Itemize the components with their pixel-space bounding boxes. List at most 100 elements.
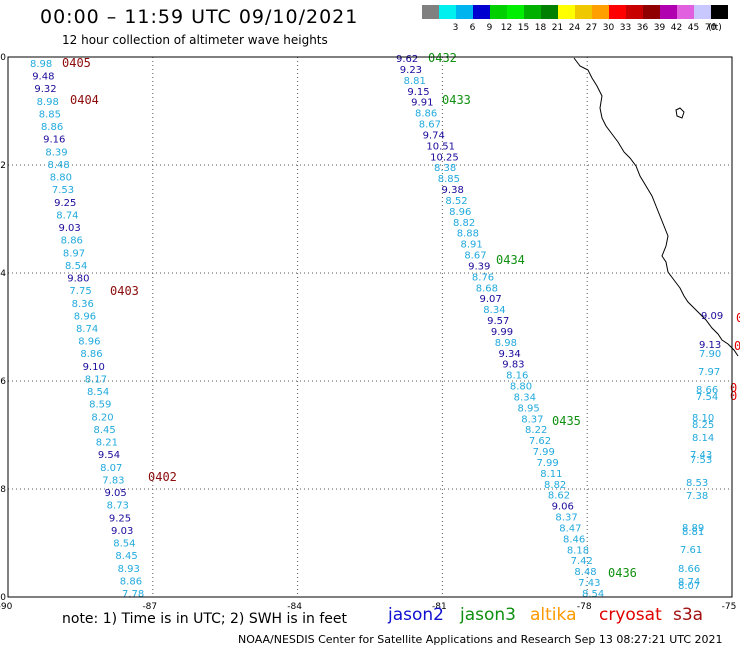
pass-label: 0 xyxy=(730,381,737,395)
track2-value: 9.57 xyxy=(487,316,509,327)
track1-value: 8.21 xyxy=(96,438,118,449)
pass-label: 0 xyxy=(734,339,740,353)
track2-value: 9.62 xyxy=(396,54,418,65)
track2-value: 8.98 xyxy=(495,338,517,349)
track1-value: 8.86 xyxy=(80,349,102,360)
colorbar-swatch xyxy=(626,5,643,19)
colorbar-tick-label: 21 xyxy=(552,23,563,33)
track1-value: 7.53 xyxy=(52,185,74,196)
track2-value: 9.38 xyxy=(442,185,464,196)
track2-value: 8.68 xyxy=(476,283,498,294)
track2-value: 9.34 xyxy=(498,349,520,360)
colorbar-swatch xyxy=(507,5,524,19)
track1-value: 9.80 xyxy=(67,274,89,285)
track1-value: 8.86 xyxy=(61,236,83,247)
track3-value: 8.66 xyxy=(696,385,718,396)
track2-value: 8.67 xyxy=(419,120,441,131)
colorbar-swatch xyxy=(422,5,439,19)
track3-value: 8.10 xyxy=(692,413,714,424)
colorbar-swatch xyxy=(694,5,711,19)
track1-value: 9.25 xyxy=(109,513,131,524)
track1-value: 9.32 xyxy=(34,84,56,95)
track1-value: 8.74 xyxy=(76,324,98,335)
track3-value: 7.54 xyxy=(696,392,718,403)
colorbar-tick-label: 39 xyxy=(654,23,666,33)
track2-value: 9.06 xyxy=(552,502,574,513)
track2-value: 7.99 xyxy=(536,458,558,469)
track1-value: 9.54 xyxy=(98,450,120,461)
units-note: note: 1) Time is in UTC; 2) SWH is in fe… xyxy=(62,611,348,627)
colorbar-tick-label: 27 xyxy=(586,23,597,33)
credit-footer: NOAA/NESDIS Center for Satellite Applica… xyxy=(238,633,723,646)
central-america-coastline xyxy=(573,57,739,357)
track2-value: 8.38 xyxy=(434,163,456,174)
track2-value: 9.39 xyxy=(468,261,490,272)
lon-tick-label: -75 xyxy=(722,602,737,612)
pass-label: 0405 xyxy=(62,56,91,70)
track2-value: 8.16 xyxy=(506,371,528,382)
track1-value: 8.93 xyxy=(118,564,140,575)
track1-value: 8.45 xyxy=(115,551,137,562)
lat-tick-label: 10 xyxy=(0,53,6,63)
colorbar-tick-label: 42 xyxy=(671,23,682,33)
track1-value: 7.78 xyxy=(122,589,144,600)
track2-value: 8.82 xyxy=(453,218,475,229)
track2-value: 9.23 xyxy=(400,65,422,76)
track1-value: 8.96 xyxy=(74,311,96,322)
track2-value: 8.86 xyxy=(415,109,437,120)
track1-value: 9.48 xyxy=(32,72,54,83)
track3-value: 8.66 xyxy=(678,564,700,575)
track2-value: 8.96 xyxy=(449,207,471,218)
track1-value: 9.03 xyxy=(58,223,80,234)
track1-value: 8.45 xyxy=(94,425,116,436)
colorbar-swatch xyxy=(456,5,473,19)
colorbar-tick-label: 12 xyxy=(501,23,512,33)
lat-tick-label: 20 xyxy=(0,593,6,603)
track3-value: 8.89 xyxy=(682,523,704,534)
track3-value: 7.97 xyxy=(698,367,720,378)
lat-lon-grid: -90 -87 -84 -81 -78 -75 10 12 14 16 18 20 xyxy=(0,53,736,612)
colorbar-swatch xyxy=(473,5,490,19)
track2-value: 8.34 xyxy=(514,392,536,403)
pass-label: 0404 xyxy=(70,93,99,107)
colorbar-tick-label: 18 xyxy=(535,23,547,33)
lon-tick-label: -78 xyxy=(577,602,592,612)
track3-value: 7.43 xyxy=(690,450,712,461)
track1-value: 8.17 xyxy=(85,374,107,385)
track1-value: 8.54 xyxy=(87,387,109,398)
lat-tick-label: 16 xyxy=(0,377,6,387)
track2-value: 8.81 xyxy=(404,76,426,87)
track1-value: 8.86 xyxy=(120,576,142,587)
colorbar-tick-label: 24 xyxy=(569,23,581,33)
track2-value: 7.42 xyxy=(571,556,593,567)
pass-label: 0 xyxy=(736,311,740,325)
colorbar-unit: (ft) xyxy=(708,23,722,33)
track1-value: 8.98 xyxy=(37,97,59,108)
track1-value: 9.10 xyxy=(83,362,105,373)
track2-value: 8.11 xyxy=(540,469,562,480)
track2-value: 7.43 xyxy=(578,578,600,589)
track2-value: 8.47 xyxy=(559,523,581,534)
track2-value: 8.62 xyxy=(548,491,570,502)
track2-value: 8.37 xyxy=(555,513,577,524)
colorbar-tick-label: 36 xyxy=(637,23,649,33)
colorbar-tick-label: 30 xyxy=(603,23,615,33)
colorbar-swatch xyxy=(541,5,558,19)
lon-tick-label: -90 xyxy=(0,602,13,612)
colorbar-swatch xyxy=(609,5,626,19)
colorbar-swatch xyxy=(643,5,660,19)
track2-value: 9.07 xyxy=(480,294,502,305)
track1-value: 8.97 xyxy=(63,248,85,259)
track2-value: 8.91 xyxy=(461,240,483,251)
track1-value: 8.96 xyxy=(78,337,100,348)
pass-label: 0433 xyxy=(442,93,471,107)
track1-value: 9.16 xyxy=(43,135,65,146)
colorbar-swatch xyxy=(439,5,456,19)
track2-value: 8.37 xyxy=(521,414,543,425)
colorbar-tick-label: 70 xyxy=(705,23,717,33)
satellite-jason2: jason2 xyxy=(388,605,444,625)
satellite-s3a: s3a xyxy=(673,605,704,625)
